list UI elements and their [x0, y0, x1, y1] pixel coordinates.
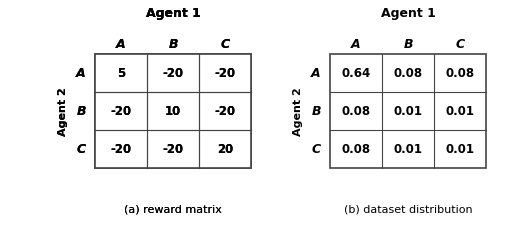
Text: (b) dataset distribution: (b) dataset distribution: [344, 204, 472, 214]
Text: (a) reward matrix: (a) reward matrix: [124, 204, 222, 214]
Text: B: B: [403, 38, 412, 51]
Text: -20: -20: [163, 67, 183, 80]
Text: C: C: [220, 38, 230, 51]
Text: -20: -20: [110, 143, 132, 156]
Text: 0.08: 0.08: [341, 143, 370, 156]
Text: -20: -20: [214, 105, 236, 118]
Text: Agent 2: Agent 2: [58, 87, 68, 136]
Text: A: A: [76, 67, 86, 80]
Text: 10: 10: [165, 105, 181, 118]
Text: C: C: [76, 143, 85, 156]
Text: 0.01: 0.01: [394, 143, 423, 156]
Text: Agent 2: Agent 2: [293, 87, 303, 136]
Text: 0.08: 0.08: [446, 67, 474, 80]
Text: 0.01: 0.01: [394, 105, 423, 118]
Bar: [95, 55, 251, 168]
Text: 0.08: 0.08: [393, 67, 423, 80]
Text: C: C: [311, 143, 321, 156]
Text: -20: -20: [163, 143, 183, 156]
Text: -20: -20: [163, 67, 183, 80]
Bar: [330, 55, 486, 168]
Text: 0.08: 0.08: [341, 105, 370, 118]
Text: A: A: [76, 67, 86, 80]
Text: 0.64: 0.64: [341, 67, 371, 80]
Text: 0.01: 0.01: [446, 143, 474, 156]
Text: -20: -20: [163, 143, 183, 156]
Text: -20: -20: [110, 105, 132, 118]
Text: -20: -20: [110, 105, 132, 118]
Text: B: B: [76, 105, 86, 118]
Text: 20: 20: [217, 143, 233, 156]
Text: (a) reward matrix: (a) reward matrix: [124, 204, 222, 214]
Text: B: B: [168, 38, 178, 51]
Text: 20: 20: [217, 143, 233, 156]
Text: -20: -20: [214, 105, 236, 118]
Text: B: B: [311, 105, 321, 118]
Text: A: A: [351, 38, 361, 51]
Text: Agent 1: Agent 1: [146, 6, 201, 19]
Text: -20: -20: [214, 67, 236, 80]
Text: 5: 5: [117, 67, 125, 80]
Text: A: A: [116, 38, 126, 51]
Text: B: B: [76, 105, 86, 118]
Text: 10: 10: [165, 105, 181, 118]
Text: Agent 2: Agent 2: [58, 87, 68, 136]
Text: Agent 1: Agent 1: [146, 6, 201, 19]
Text: C: C: [220, 38, 230, 51]
Text: 0.01: 0.01: [446, 105, 474, 118]
Text: Agent 1: Agent 1: [380, 6, 435, 19]
Text: B: B: [168, 38, 178, 51]
Text: A: A: [311, 67, 321, 80]
Text: C: C: [76, 143, 85, 156]
Text: -20: -20: [214, 67, 236, 80]
Text: 5: 5: [117, 67, 125, 80]
Text: A: A: [116, 38, 126, 51]
Text: C: C: [456, 38, 464, 51]
Text: Agent 1: Agent 1: [146, 6, 201, 19]
Bar: [95, 55, 251, 168]
Text: -20: -20: [110, 143, 132, 156]
